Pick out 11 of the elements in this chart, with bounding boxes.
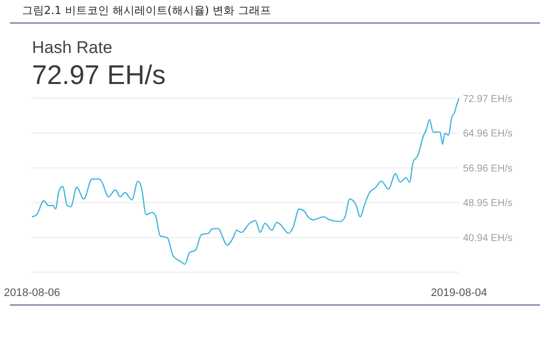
y-tick-label: 48.95 EH/s [463, 198, 512, 210]
y-tick-label: 64.96 EH/s [463, 128, 512, 140]
x-tick-label: 2019-08-04 [430, 287, 488, 299]
line-series [31, 98, 460, 265]
x-tick-label: 2018-08-06 [4, 287, 60, 299]
y-tick-label: 40.94 EH/s [463, 232, 512, 244]
text: 72.97 EH/s [32, 60, 166, 90]
chart-subtitle: Hash Rate [32, 38, 112, 57]
chart-title: 그림2.1 비트코인 해시레이트(해시율) 변화 그래프 [22, 4, 272, 17]
y-tick-label: 72.97 EH/s [463, 94, 512, 105]
y-tick-label: 56.96 EH/s [463, 163, 512, 174]
